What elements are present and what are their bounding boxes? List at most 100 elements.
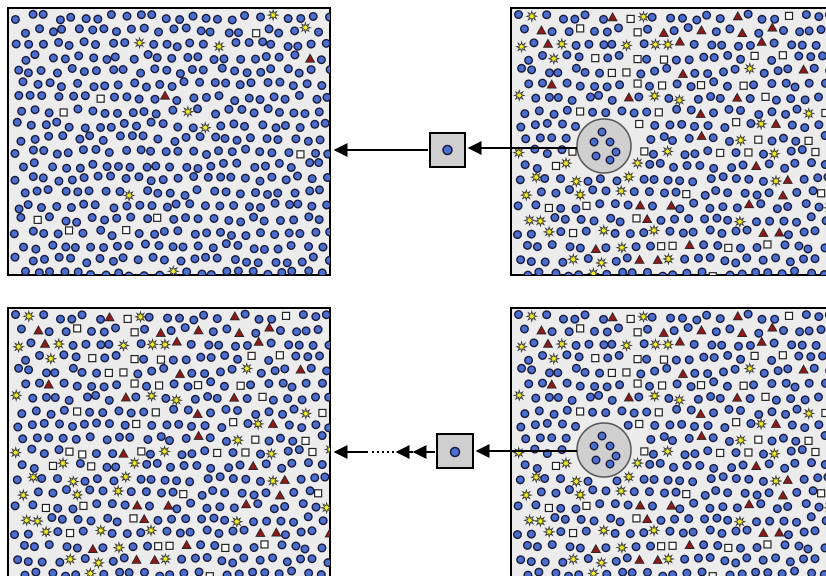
triangle [39,338,51,348]
dot [152,458,162,468]
dot [765,516,775,526]
dot [799,174,809,184]
dot [610,199,620,209]
dot [88,25,98,35]
dot [524,55,534,65]
triangle [737,27,748,38]
triangle [181,539,192,549]
dot [54,419,64,429]
dot [122,11,132,21]
triangle [731,92,743,102]
dot [639,39,649,49]
dot [526,557,536,567]
dot [66,12,76,22]
dot [689,339,699,349]
square [817,489,826,498]
dot [202,525,212,535]
triangle [623,92,635,102]
dot [550,513,560,523]
dot [136,474,146,484]
dot [172,504,182,514]
dot [41,120,51,130]
dot [780,240,790,250]
dot [85,432,95,442]
dot [303,352,313,362]
dot [597,127,607,137]
triangle [777,190,789,200]
dot [771,553,781,563]
dot [32,433,42,443]
triangle [324,528,330,538]
dot [304,568,314,576]
dot [693,553,703,563]
dot [605,441,615,451]
dot [136,528,146,538]
square [130,379,139,388]
dot [17,460,27,470]
dot [752,243,762,253]
dot [556,474,566,484]
dot [551,488,561,498]
dot [565,542,575,552]
dot [185,38,195,48]
dot [742,525,752,535]
dot [542,310,552,320]
dot [241,144,251,154]
square [668,541,677,550]
dot [542,418,552,428]
dot [250,162,260,172]
triangle [770,418,782,428]
dot [264,355,274,365]
dot [732,503,742,513]
dot [558,314,568,324]
dot [689,39,699,49]
dot [249,543,259,553]
dot [534,406,544,416]
dot [703,121,713,131]
dot [17,409,27,419]
square [165,541,174,550]
dot [564,27,574,37]
dot [806,458,816,468]
dot [120,500,130,510]
dot [703,146,713,156]
dot [151,109,161,119]
dot [718,502,728,512]
dot [218,158,228,168]
dot [791,436,801,446]
dot [99,569,109,576]
dot [86,242,96,252]
dot [767,55,777,65]
dot [271,123,281,133]
dot [111,323,121,333]
triangle [43,379,54,389]
dot [639,339,649,349]
dot [790,382,800,392]
dot [562,405,572,415]
dot [574,270,584,275]
dot [280,530,290,540]
star [529,470,543,484]
dot [324,392,330,402]
square [657,542,666,551]
dot [777,269,787,275]
dot [192,185,202,195]
dot [145,449,155,459]
triangle [695,108,706,118]
dot [667,136,677,146]
dot [720,556,730,566]
star [648,389,662,403]
dot [772,504,782,514]
triangle [674,336,686,346]
dot [737,569,747,576]
dot [675,176,685,186]
dot [516,422,526,432]
dot [102,162,112,172]
dot [172,476,182,486]
star [636,10,651,24]
dot [58,433,68,443]
dot [664,393,674,403]
dot [699,352,709,362]
dot [670,214,680,224]
dot [258,120,268,130]
